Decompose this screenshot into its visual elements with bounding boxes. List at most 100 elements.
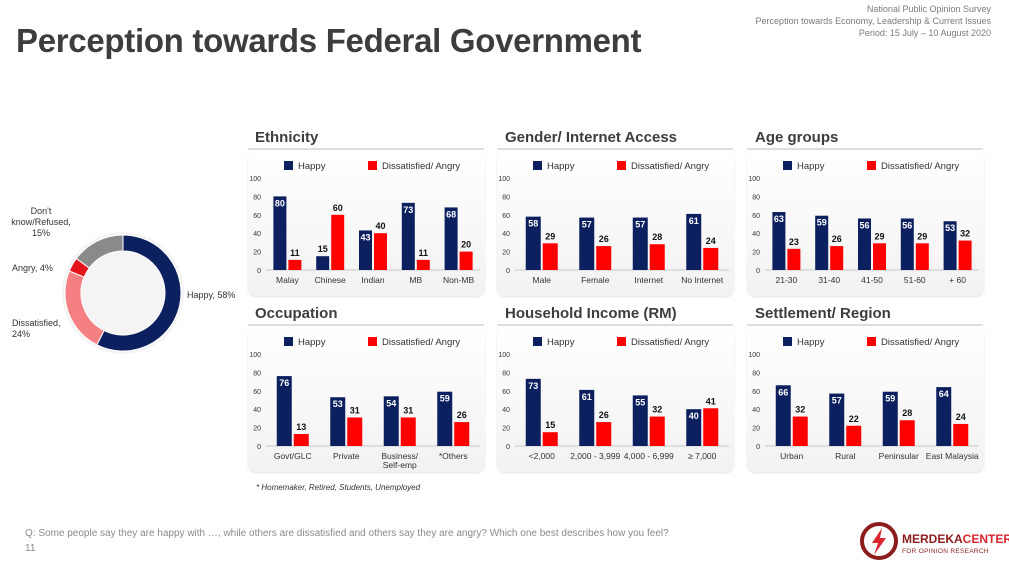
legend-label-dissatisfied: Dissatisfied/ Angry (631, 337, 710, 348)
legend-swatch-happy (783, 161, 792, 170)
category-label: Malay (276, 275, 299, 285)
panel-rule (248, 324, 484, 326)
y-tick-label: 60 (752, 389, 760, 396)
legend-swatch-dissatisfied (368, 161, 377, 170)
legend-dissatisfied: Dissatisfied/ Angry (368, 337, 460, 348)
bar-happy (525, 378, 541, 446)
category-label: 51-60 (904, 275, 926, 285)
y-tick-label: 60 (253, 389, 261, 396)
y-tick-label: 80 (502, 194, 510, 201)
bar-chart-svg: 0 20 40 60 80 100 73 15 <2,000 61 26 2,000 - 3,999 5… (498, 352, 729, 461)
data-label-dissatisfied: 26 (599, 234, 609, 244)
data-label-dissatisfied: 29 (917, 231, 927, 241)
logo-tagline: FOR OPINION RESEARCH (902, 548, 989, 555)
bar-dissatisfied (649, 416, 665, 446)
y-tick-label: 100 (249, 176, 261, 183)
legend-label-dissatisfied: Dissatisfied/ Angry (631, 161, 710, 172)
y-tick-label: 40 (253, 407, 261, 414)
category-label: Urban (780, 451, 803, 461)
bar-dissatisfied (899, 420, 915, 446)
y-tick-label: 60 (253, 213, 261, 220)
bar-happy (632, 395, 648, 446)
category-label: 2,000 - 3,999 (570, 451, 620, 461)
legend-happy: Happy (533, 337, 574, 348)
data-label-dissatisfied: 13 (296, 422, 306, 432)
legend-happy: Happy (284, 161, 325, 172)
category-label: Male (533, 275, 552, 285)
bar-chart-svg: 0 20 40 60 80 100 58 29 Male 57 26 Female 57 28 Intern… (498, 176, 729, 285)
legend-label-happy: Happy (797, 337, 825, 348)
y-tick-label: 100 (498, 352, 510, 359)
bar-happy (900, 218, 914, 270)
data-label-happy: 80 (275, 198, 285, 208)
data-label-dissatisfied: 24 (956, 412, 966, 422)
legend-label-happy: Happy (547, 161, 575, 172)
category-label: Peninsular (879, 451, 919, 461)
bar-happy (815, 215, 829, 270)
bar-happy (686, 409, 702, 446)
overall-donut-chart (58, 228, 188, 358)
bar-dissatisfied (542, 432, 558, 446)
legend-label-dissatisfied: Dissatisfied/ Angry (382, 161, 461, 172)
y-tick-label: 20 (752, 250, 760, 257)
data-label-dissatisfied: 11 (419, 248, 429, 258)
y-tick-label: 60 (752, 213, 760, 220)
bar-dissatisfied (846, 425, 862, 446)
category-label: *Others (439, 451, 468, 461)
footnote: * Homemaker, Retired, Students, Unemploy… (256, 483, 421, 492)
y-tick-label: 20 (502, 426, 510, 433)
data-label-happy: 64 (939, 389, 949, 399)
pie-label-happy: Happy, 58% (187, 290, 236, 300)
bar-dissatisfied (787, 248, 801, 270)
category-label: Female (581, 275, 610, 285)
logo-name: MERDEKACENTER (902, 532, 1009, 546)
legend-dissatisfied: Dissatisfied/ Angry (867, 337, 959, 348)
bar-happy (276, 376, 292, 446)
y-tick-label: 40 (752, 407, 760, 414)
bar-happy (316, 256, 330, 270)
bar-dissatisfied (596, 246, 612, 270)
pie-label-dissatisfied: Dissatisfied, 24% (12, 318, 61, 339)
bar-happy (772, 212, 786, 270)
panel-rule (747, 324, 983, 326)
y-tick-label: 60 (502, 213, 510, 220)
data-label-dissatisfied: 28 (902, 408, 912, 418)
legend-dissatisfied: Dissatisfied/ Angry (867, 161, 959, 172)
bar-happy (858, 218, 871, 270)
legend-dissatisfied: Dissatisfied/ Angry (617, 337, 709, 348)
survey-name: National Public Opinion Survey (866, 4, 991, 14)
y-tick-label: 0 (756, 268, 760, 275)
legend-dissatisfied: Dissatisfied/ Angry (617, 161, 709, 172)
data-label-dissatisfied: 11 (290, 248, 300, 258)
bar-happy (273, 196, 287, 270)
data-label-happy: 40 (689, 411, 699, 421)
panel-title-occupation: Occupation (255, 305, 338, 322)
data-label-dissatisfied: 26 (599, 410, 609, 420)
logo-emblem-icon (860, 522, 898, 560)
bar-happy (525, 216, 541, 270)
category-label: 41-50 (861, 275, 883, 285)
y-tick-label: 20 (253, 426, 261, 433)
category-label: MB (409, 275, 422, 285)
category-label: Business/ (381, 451, 418, 461)
bar-dissatisfied (703, 408, 719, 446)
data-label-happy: 68 (446, 209, 456, 219)
legend-swatch-happy (284, 161, 293, 170)
logo-name-part2: CENTER (962, 532, 1009, 546)
panel-rule (497, 324, 733, 326)
y-tick-label: 20 (752, 426, 760, 433)
bar-happy (936, 387, 952, 446)
y-tick-label: 0 (756, 444, 760, 451)
bar-happy (943, 221, 957, 270)
legend-swatch-happy (533, 337, 542, 346)
data-label-happy: 61 (689, 216, 699, 226)
legend-happy: Happy (533, 161, 574, 172)
category-label: + 60 (949, 275, 966, 285)
legend-happy: Happy (783, 161, 824, 172)
data-label-dissatisfied: 60 (333, 203, 343, 213)
bar-dissatisfied (347, 417, 363, 446)
data-label-happy: 58 (528, 219, 538, 229)
data-label-happy: 76 (279, 378, 289, 388)
category-label: Chinese (315, 275, 346, 285)
bar-dissatisfied (873, 243, 886, 270)
